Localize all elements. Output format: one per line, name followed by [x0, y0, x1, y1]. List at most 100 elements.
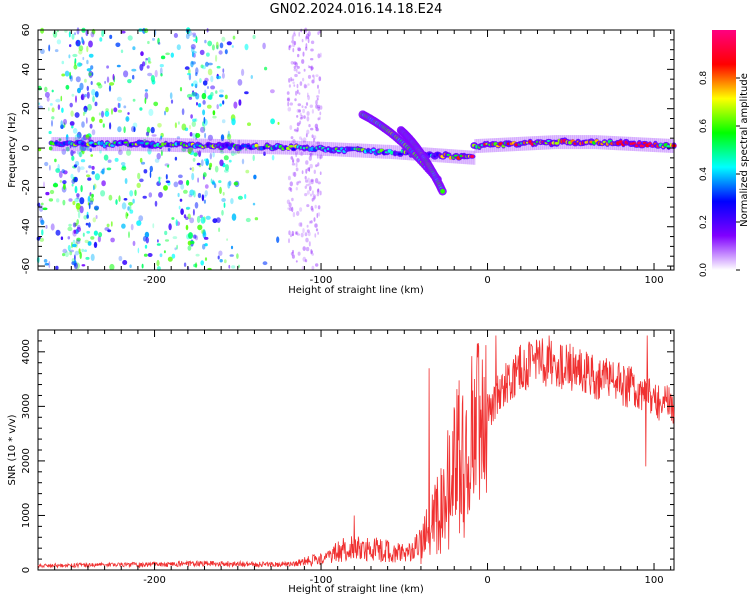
noise-speckle	[296, 65, 300, 69]
noise-speckle	[289, 181, 293, 187]
noise-speckle	[90, 31, 95, 38]
noise-speckle	[294, 73, 298, 78]
noise-speckle	[202, 172, 207, 178]
noise-speckle	[295, 162, 298, 168]
noise-speckle	[212, 110, 216, 116]
noise-speckle	[222, 100, 225, 105]
noise-speckle	[307, 65, 310, 69]
noise-speckle	[319, 171, 322, 175]
noise-speckle	[203, 199, 206, 204]
noise-speckle	[158, 191, 163, 198]
noise-speckle	[313, 195, 316, 201]
noise-speckle	[106, 65, 109, 69]
noise-speckle	[76, 196, 80, 200]
noise-speckle	[222, 191, 225, 196]
noise-speckle	[168, 223, 172, 231]
band-cell	[254, 143, 259, 148]
noise-speckle	[137, 247, 140, 254]
noise-speckle	[291, 197, 294, 202]
noise-speckle	[225, 164, 229, 171]
signal-band-group	[48, 135, 677, 165]
y-tick-label: -40	[21, 219, 32, 235]
noise-speckle	[302, 51, 305, 57]
noise-speckle	[72, 127, 78, 134]
noise-speckle	[104, 80, 106, 84]
noise-speckle	[91, 193, 94, 198]
noise-speckle	[200, 159, 204, 167]
noise-speckle	[297, 46, 301, 51]
noise-speckle	[69, 44, 72, 48]
noise-speckle	[310, 127, 314, 131]
noise-speckle	[59, 180, 62, 183]
noise-speckle	[296, 89, 299, 94]
noise-speckle	[219, 259, 223, 263]
noise-speckle	[204, 184, 209, 189]
noise-speckle	[310, 40, 315, 45]
noise-speckle	[151, 134, 157, 137]
noise-speckle	[85, 170, 88, 173]
noise-speckle	[301, 59, 305, 64]
noise-speckle	[121, 166, 127, 171]
noise-speckle	[158, 176, 161, 184]
noise-speckle	[304, 84, 308, 89]
noise-speckle	[142, 195, 147, 199]
noise-speckle	[63, 122, 66, 128]
noise-speckle	[84, 78, 87, 83]
noise-speckle	[61, 148, 67, 155]
noise-speckle	[201, 194, 205, 202]
noise-speckle	[244, 194, 247, 199]
noise-speckle	[87, 195, 91, 203]
noise-speckle	[316, 154, 319, 159]
noise-speckle	[288, 230, 291, 236]
noise-speckle	[301, 265, 305, 271]
noise-speckle	[195, 253, 200, 257]
noise-speckle	[105, 108, 109, 112]
noise-speckle	[191, 172, 195, 181]
noise-speckle	[298, 222, 302, 227]
noise-speckle	[138, 215, 144, 222]
noise-speckle	[291, 78, 295, 82]
noise-speckle	[174, 122, 177, 129]
noise-speckle	[190, 114, 193, 119]
noise-speckle	[90, 65, 94, 70]
noise-speckle	[317, 53, 321, 59]
noise-speckle	[292, 171, 295, 177]
noise-speckle	[139, 63, 144, 71]
noise-speckle	[188, 73, 192, 81]
noise-speckle	[74, 185, 78, 194]
noise-speckle	[316, 212, 319, 219]
noise-speckle	[319, 105, 323, 110]
noise-speckle	[76, 62, 82, 67]
noise-speckle	[295, 167, 299, 172]
noise-speckle	[79, 166, 85, 171]
y-tick-label: 60	[21, 24, 32, 37]
noise-speckle	[288, 44, 292, 48]
noise-speckle	[309, 220, 311, 224]
noise-speckle	[215, 41, 219, 49]
noise-speckle	[192, 133, 196, 139]
noise-speckle	[61, 73, 66, 77]
noise-speckle	[232, 35, 236, 40]
noise-speckle	[252, 154, 255, 162]
noise-speckle	[317, 104, 321, 109]
noise-speckle	[109, 122, 112, 130]
noise-speckle	[224, 49, 228, 55]
noise-speckle	[185, 224, 189, 231]
noise-speckle	[292, 249, 294, 254]
noise-speckle	[245, 217, 251, 223]
noise-speckle	[307, 177, 310, 181]
noise-speckle	[48, 146, 53, 151]
noise-speckle	[110, 221, 113, 227]
noise-speckle	[296, 158, 300, 163]
noise-speckle	[54, 158, 57, 163]
noise-speckle	[299, 81, 303, 86]
noise-speckle	[207, 40, 213, 47]
noise-speckle	[80, 185, 83, 193]
noise-speckle	[309, 152, 313, 156]
noise-speckle	[298, 180, 302, 184]
noise-speckle	[292, 81, 295, 85]
noise-speckle	[311, 66, 314, 70]
noise-speckle	[221, 209, 224, 216]
noise-speckle	[293, 61, 297, 65]
noise-speckle	[254, 217, 259, 221]
